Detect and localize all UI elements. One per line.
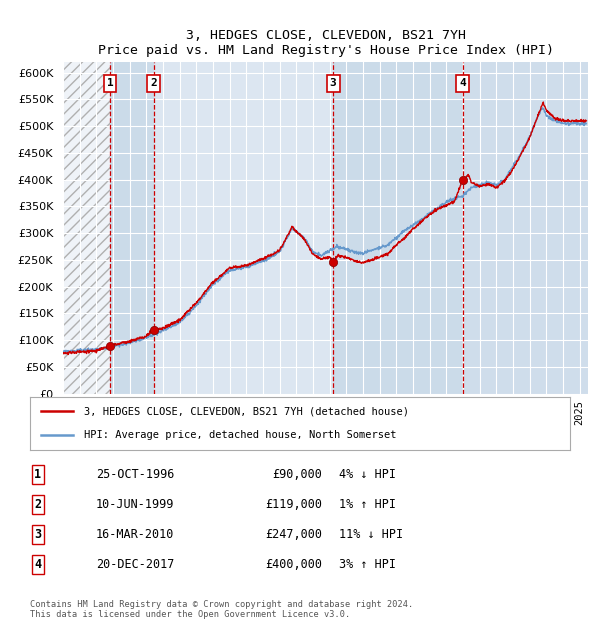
Text: 4% ↓ HPI: 4% ↓ HPI xyxy=(338,468,395,481)
Text: £119,000: £119,000 xyxy=(265,498,322,511)
Text: 2: 2 xyxy=(34,498,41,511)
Bar xyxy=(63,62,110,394)
Text: 25-OCT-1996: 25-OCT-1996 xyxy=(96,468,174,481)
Text: HPI: Average price, detached house, North Somerset: HPI: Average price, detached house, Nort… xyxy=(84,430,397,440)
Text: 1: 1 xyxy=(107,78,113,89)
Text: 3: 3 xyxy=(330,78,337,89)
Text: 4: 4 xyxy=(459,78,466,89)
Bar xyxy=(463,62,588,394)
Text: 3, HEDGES CLOSE, CLEVEDON, BS21 7YH (detached house): 3, HEDGES CLOSE, CLEVEDON, BS21 7YH (det… xyxy=(84,406,409,416)
Text: 16-MAR-2010: 16-MAR-2010 xyxy=(96,528,174,541)
Text: 1: 1 xyxy=(34,468,41,481)
Text: 2: 2 xyxy=(150,78,157,89)
Text: 1% ↑ HPI: 1% ↑ HPI xyxy=(338,498,395,511)
Text: 3% ↑ HPI: 3% ↑ HPI xyxy=(338,558,395,571)
Text: 20-DEC-2017: 20-DEC-2017 xyxy=(96,558,174,571)
Text: 4: 4 xyxy=(34,558,41,571)
Text: 11% ↓ HPI: 11% ↓ HPI xyxy=(338,528,403,541)
Bar xyxy=(110,62,154,394)
Bar xyxy=(63,62,110,394)
Text: 10-JUN-1999: 10-JUN-1999 xyxy=(96,498,174,511)
Text: £400,000: £400,000 xyxy=(265,558,322,571)
Text: 3: 3 xyxy=(34,528,41,541)
Text: £90,000: £90,000 xyxy=(272,468,322,481)
Title: 3, HEDGES CLOSE, CLEVEDON, BS21 7YH
Price paid vs. HM Land Registry's House Pric: 3, HEDGES CLOSE, CLEVEDON, BS21 7YH Pric… xyxy=(97,29,554,56)
Text: Contains HM Land Registry data © Crown copyright and database right 2024.
This d: Contains HM Land Registry data © Crown c… xyxy=(30,600,413,619)
Bar xyxy=(333,62,463,394)
Text: £247,000: £247,000 xyxy=(265,528,322,541)
